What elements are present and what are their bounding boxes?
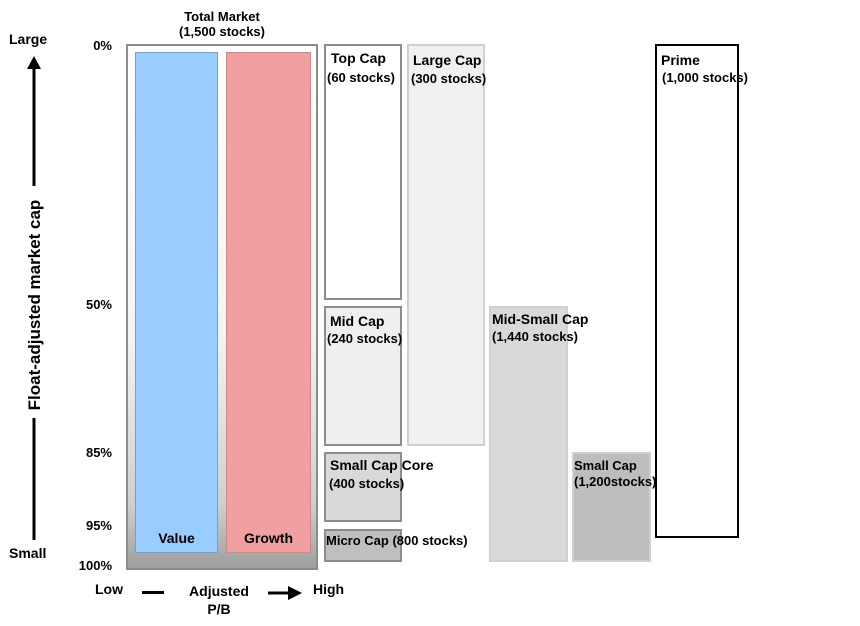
y-axis-arrow bbox=[27, 56, 41, 540]
value-bar: Value bbox=[135, 52, 218, 553]
tick-100: 100% bbox=[78, 558, 112, 573]
top-cap-box: Top Cap (60 stocks) bbox=[324, 44, 402, 300]
large-cap-box: Large Cap (300 stocks) bbox=[407, 44, 486, 446]
prime-box: Prime (1,000 stocks) bbox=[655, 44, 748, 538]
growth-bar: Growth bbox=[226, 52, 311, 553]
x-axis-arrow bbox=[268, 586, 302, 600]
y-axis-top-label: Large bbox=[9, 31, 48, 47]
small-cap-core-box: Small Cap Core (400 stocks) bbox=[324, 452, 433, 522]
tick-85: 85% bbox=[85, 445, 112, 460]
tick-95: 95% bbox=[85, 518, 112, 533]
tick-0: 0% bbox=[93, 38, 112, 53]
mid-small-cap-box: Mid-Small Cap (1,440 stocks) bbox=[489, 306, 588, 562]
x-axis-high-label: High bbox=[313, 581, 345, 597]
total-market-title: Total Market (1,500 stocks) bbox=[179, 9, 265, 39]
y-axis-bottom-label: Small bbox=[9, 545, 47, 561]
x-axis-dash bbox=[142, 591, 164, 594]
small-cap-box: Small Cap (1,200stocks) bbox=[572, 452, 656, 562]
x-axis-low-label: Low bbox=[95, 581, 123, 597]
tick-50: 50% bbox=[85, 297, 112, 312]
micro-cap-box bbox=[324, 529, 402, 562]
micro-cap-label: Micro Cap (800 stocks) bbox=[326, 533, 468, 548]
y-axis-title: Float-adjusted market cap bbox=[25, 199, 44, 411]
mid-cap-box: Mid Cap (240 stocks) bbox=[324, 306, 402, 446]
x-axis-title: Adjusted P/B bbox=[189, 583, 249, 617]
